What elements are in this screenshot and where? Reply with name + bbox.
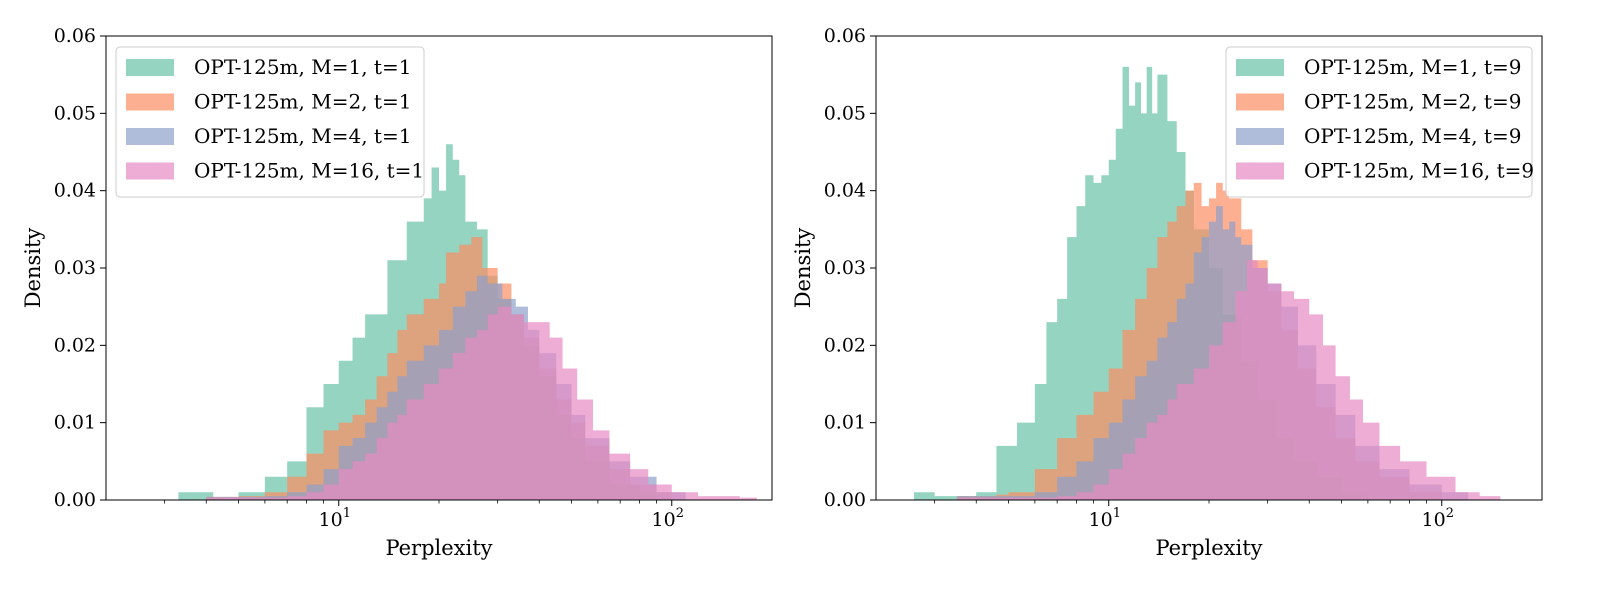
y-tick-label: 0.04	[824, 180, 866, 202]
legend-swatch	[1236, 93, 1284, 111]
legend-label: OPT-125m, M=4, t=9	[1304, 124, 1521, 148]
histogram-series-4	[934, 260, 1501, 500]
legend-swatch	[1236, 128, 1284, 145]
x-tick-label: 101	[319, 506, 351, 531]
y-tick-label: 0.06	[824, 25, 866, 47]
y-tick-label: 0.02	[54, 334, 96, 356]
legend-swatch	[126, 128, 174, 145]
y-tick-label: 0.00	[54, 489, 96, 511]
y-tick-label: 0.05	[824, 102, 866, 124]
y-tick-label: 0.05	[54, 102, 96, 124]
y-tick-label: 0.04	[54, 180, 96, 202]
series-group	[913, 66, 1501, 500]
legend-swatch	[1236, 162, 1284, 180]
y-axis-label: Density	[791, 228, 815, 309]
legend-label: OPT-125m, M=1, t=1	[194, 55, 411, 79]
series-group	[164, 144, 757, 500]
legend-swatch	[126, 59, 174, 76]
histogram-series-4	[186, 306, 757, 500]
y-tick-label: 0.00	[824, 489, 866, 511]
legend-swatch	[126, 93, 174, 111]
legend-label: OPT-125m, M=16, t=9	[1304, 159, 1534, 183]
y-tick-label: 0.02	[824, 334, 866, 356]
legend-swatch	[1236, 59, 1284, 76]
y-axis-label: Density	[21, 228, 45, 309]
legend-label: OPT-125m, M=4, t=1	[194, 124, 411, 148]
y-tick-label: 0.06	[54, 25, 96, 47]
y-tick-label: 0.03	[54, 257, 96, 279]
x-tick-label: 102	[652, 506, 684, 531]
y-tick-label: 0.03	[824, 257, 866, 279]
y-tick-label: 0.01	[824, 412, 866, 434]
legend-label: OPT-125m, M=16, t=1	[194, 159, 424, 183]
legend: OPT-125m, M=1, t=9 OPT-125m, M=2, t=9 OPT-…	[1225, 46, 1534, 198]
legend-swatch	[126, 162, 174, 180]
chart-panel-1: 0.00 0.01 0.02 0.03 0.04 0.05 0.06 101 102 Perple…	[21, 25, 773, 560]
legend-box	[115, 46, 425, 198]
x-axis-label: Perplexity	[385, 536, 492, 560]
legend-label: OPT-125m, M=2, t=1	[194, 90, 411, 114]
legend-label: OPT-125m, M=2, t=9	[1304, 90, 1521, 114]
x-tick-label: 102	[1422, 506, 1454, 531]
legend: OPT-125m, M=1, t=1 OPT-125m, M=2, t=1 OPT-…	[115, 46, 425, 198]
chart-panel-2: 0.00 0.01 0.02 0.03 0.04 0.05 0.06 101 102 Perple…	[791, 25, 1543, 560]
legend-box	[1225, 46, 1533, 198]
legend-label: OPT-125m, M=1, t=9	[1304, 55, 1521, 79]
x-axis-label: Perplexity	[1155, 536, 1262, 560]
x-tick-label: 101	[1089, 506, 1121, 531]
y-tick-label: 0.01	[54, 412, 96, 434]
